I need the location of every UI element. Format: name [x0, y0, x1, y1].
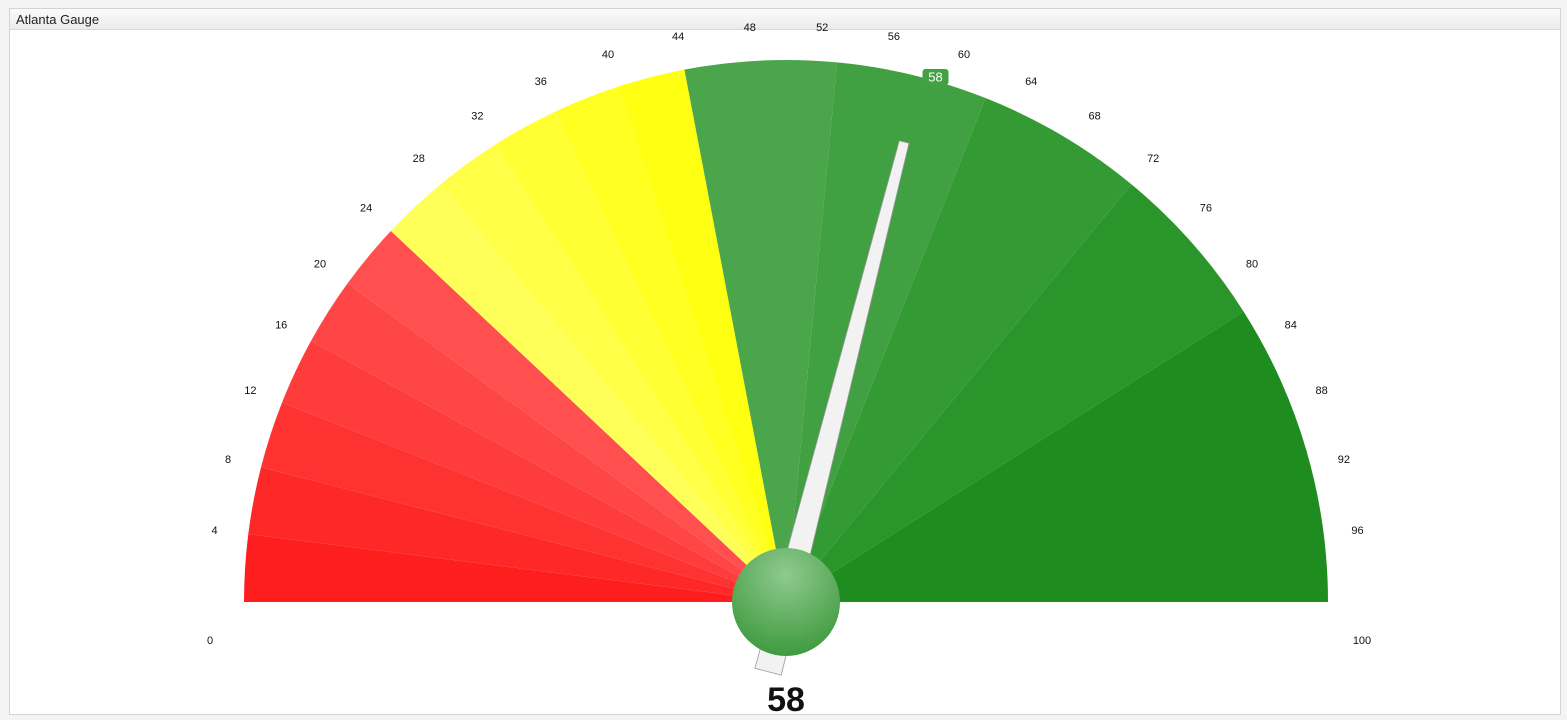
tick-label-28: 28 — [413, 153, 425, 165]
gauge-band-1 — [248, 467, 786, 602]
needle-value-badge-label: 58 — [928, 70, 942, 85]
tick-label-4: 4 — [211, 525, 217, 537]
gauge-band-13 — [786, 98, 1132, 602]
gauge-band-15 — [786, 311, 1329, 602]
gauge-band-0 — [244, 534, 786, 602]
widget-title: Atlanta Gauge — [16, 12, 100, 27]
tick-label-80: 80 — [1246, 258, 1258, 270]
tick-label-52: 52 — [816, 22, 828, 34]
gauge-hub — [732, 548, 840, 656]
tick-label-60: 60 — [958, 49, 970, 61]
tick-label-44: 44 — [672, 31, 684, 43]
gauge-band-7 — [440, 144, 786, 602]
tick-label-0: 0 — [207, 635, 213, 647]
tick-label-16: 16 — [275, 320, 287, 332]
gauge-band-9 — [555, 86, 786, 602]
tick-label-56: 56 — [888, 31, 900, 43]
tick-label-68: 68 — [1088, 111, 1100, 123]
gauge-band-2 — [261, 402, 786, 602]
gauge-needle-group: 58 — [732, 69, 949, 676]
gauge-band-10 — [618, 69, 786, 603]
tick-label-92: 92 — [1338, 454, 1350, 466]
tick-label-40: 40 — [602, 49, 614, 61]
tick-label-8: 8 — [225, 454, 231, 466]
gauge-band-5 — [347, 230, 786, 603]
tick-label-72: 72 — [1147, 153, 1159, 165]
gauge-needle — [754, 140, 910, 676]
needle-value-badge — [922, 69, 949, 85]
tick-label-88: 88 — [1315, 385, 1327, 397]
tick-label-36: 36 — [535, 76, 547, 88]
tick-label-76: 76 — [1200, 203, 1212, 215]
tick-label-32: 32 — [471, 111, 483, 123]
gauge-value-label: 58 — [767, 681, 805, 719]
tick-label-96: 96 — [1351, 525, 1363, 537]
gauge-band-12 — [786, 62, 986, 603]
tick-label-84: 84 — [1285, 320, 1297, 332]
gauge-band-4 — [311, 283, 786, 602]
gauge-band-3 — [282, 340, 786, 602]
gauge-band-8 — [495, 111, 786, 602]
gauge-band-11 — [684, 60, 838, 603]
widget-header: Atlanta Gauge — [10, 9, 1560, 30]
tick-label-64: 64 — [1025, 76, 1037, 88]
tick-label-12: 12 — [244, 385, 256, 397]
tick-label-24: 24 — [360, 203, 372, 215]
gauge-band-6 — [390, 184, 786, 602]
tick-label-48: 48 — [744, 22, 756, 34]
gauge-bands — [244, 60, 1329, 603]
gauge-band-14 — [786, 184, 1244, 602]
tick-label-100: 100 — [1353, 635, 1371, 647]
tick-label-20: 20 — [314, 258, 326, 270]
